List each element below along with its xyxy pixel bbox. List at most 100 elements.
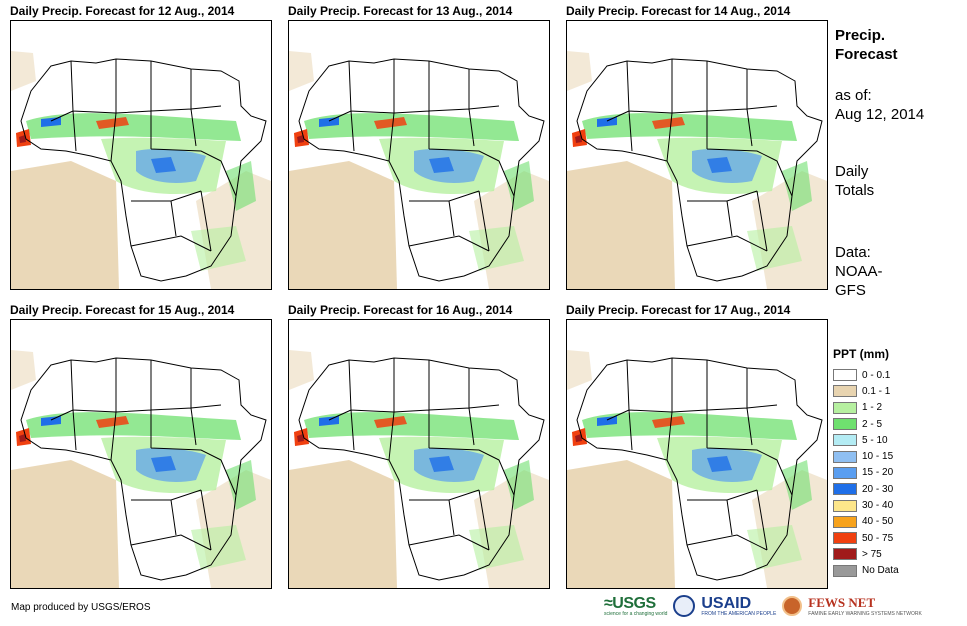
usaid-tagline: FROM THE AMERICAN PEOPLE: [701, 611, 777, 617]
legend-swatch: [833, 483, 857, 496]
usaid-logo-text: USAID: [701, 595, 752, 612]
map-svg: [567, 350, 827, 588]
legend-swatch: [833, 385, 857, 398]
land-rain-areas: [582, 113, 812, 271]
heavy-rain-cells: [572, 416, 685, 446]
legend-label: > 75: [862, 548, 882, 560]
asof-label: as of:: [835, 87, 872, 104]
logo-strip: ≈USGS science for a changing world USAID…: [604, 595, 922, 617]
legend-label: 1 - 2: [862, 402, 883, 414]
map-credit: Map produced by USGS/EROS: [11, 602, 151, 613]
legend-label: 40 - 50: [862, 516, 894, 528]
usgs-tagline: science for a changing world: [604, 611, 668, 617]
legend-swatch: [833, 450, 857, 463]
map-svg: [11, 51, 271, 289]
legend-item: 50 - 75: [833, 530, 899, 546]
totals-line-2: Totals: [835, 182, 875, 199]
precip-map: [566, 20, 828, 290]
usgs-logo-text: ≈USGS: [604, 595, 656, 612]
legend-item: > 75: [833, 546, 899, 562]
land-rain-areas: [582, 412, 812, 570]
usaid-logo: USAID FROM THE AMERICAN PEOPLE: [701, 595, 776, 617]
legend-label: 2 - 5: [862, 418, 883, 430]
legend-label: 30 - 40: [862, 500, 894, 512]
ppt-legend: PPT (mm) 0 - 0.1 0.1 - 1 1 - 2 2 - 5 5 - 10 1…: [833, 347, 899, 579]
legend-item: 30 - 40: [833, 497, 899, 513]
legend-swatch: [833, 548, 857, 561]
usgs-logo: ≈USGS science for a changing world: [604, 595, 667, 617]
map-svg: [289, 51, 549, 289]
panel-title: Daily Precip. Forecast for 14 Aug., 2014: [566, 4, 791, 18]
legend-item: 2 - 5: [833, 416, 899, 432]
data-line-3: GFS: [835, 282, 866, 299]
legend-label: 0.1 - 1: [862, 385, 891, 397]
map-svg: [289, 350, 549, 588]
legend-swatch: [833, 499, 857, 512]
legend-item: 15 - 20: [833, 465, 899, 481]
legend-item: No Data: [833, 563, 899, 579]
legend-rows: 0 - 0.1 0.1 - 1 1 - 2 2 - 5 5 - 10 10 - 15 15 …: [833, 367, 899, 579]
legend-item: 5 - 10: [833, 432, 899, 448]
legend-swatch: [833, 434, 857, 447]
legend-label: 15 - 20: [862, 467, 894, 479]
legend-swatch: [833, 532, 857, 545]
data-line-2: NOAA-: [835, 263, 883, 280]
usaid-seal-icon: [673, 595, 696, 617]
legend-label: 0 - 0.1: [862, 369, 891, 381]
precip-map: [10, 20, 272, 290]
legend-label: No Data: [862, 565, 899, 577]
data-line-1: Data:: [835, 244, 871, 261]
land-rain-areas: [304, 113, 534, 271]
legend-swatch: [833, 418, 857, 431]
title-line-2: Forecast: [835, 46, 898, 63]
panel-title: Daily Precip. Forecast for 17 Aug., 2014: [566, 303, 791, 317]
heavy-rain-cells: [16, 117, 129, 147]
legend-swatch: [833, 369, 857, 382]
country-borders: [20, 357, 267, 581]
legend-item: 0.1 - 1: [833, 383, 899, 399]
totals-block: Daily Totals: [835, 162, 874, 200]
country-borders: [20, 58, 267, 282]
precip-map: [288, 319, 550, 589]
country-borders: [298, 357, 545, 581]
legend-item: 20 - 30: [833, 481, 899, 497]
fews-globe-icon: [782, 596, 803, 616]
asof-date: Aug 12, 2014: [835, 106, 925, 123]
heavy-rain-cells: [294, 416, 407, 446]
heavy-rain-cells: [16, 416, 129, 446]
legend-label: 20 - 30: [862, 483, 894, 495]
map-svg: [11, 350, 271, 588]
data-source-block: Data: NOAA- GFS: [835, 243, 883, 300]
panel-title: Daily Precip. Forecast for 12 Aug., 2014: [10, 4, 235, 18]
totals-line-1: Daily: [835, 163, 869, 180]
panel-title: Daily Precip. Forecast for 15 Aug., 2014: [10, 303, 235, 317]
sidebar-title: Precip. Forecast: [835, 26, 898, 64]
land-rain-areas: [26, 412, 256, 570]
legend-label: 5 - 10: [862, 434, 888, 446]
legend-item: 1 - 2: [833, 400, 899, 416]
fews-logo: FEWS NET FAMINE EARLY WARNING SYSTEMS NE…: [808, 595, 922, 617]
map-svg: [567, 51, 827, 289]
fews-logo-text: FEWS NET: [808, 595, 876, 610]
legend-item: 10 - 15: [833, 448, 899, 464]
legend-label: 50 - 75: [862, 532, 894, 544]
fews-tagline: FAMINE EARLY WARNING SYSTEMS NETWORK: [808, 611, 922, 617]
heavy-rain-cells: [294, 117, 407, 147]
legend-title: PPT (mm): [833, 347, 890, 361]
legend-swatch: [833, 564, 857, 577]
country-borders: [576, 357, 823, 581]
panel-title: Daily Precip. Forecast for 16 Aug., 2014: [288, 303, 513, 317]
land-rain-areas: [26, 113, 256, 271]
legend-swatch: [833, 401, 857, 414]
legend-swatch: [833, 515, 857, 528]
legend-item: 0 - 0.1: [833, 367, 899, 383]
legend-label: 10 - 15: [862, 451, 894, 463]
country-borders: [576, 58, 823, 282]
country-borders: [298, 58, 545, 282]
precip-map: [288, 20, 550, 290]
legend-item: 40 - 50: [833, 514, 899, 530]
precip-map: [10, 319, 272, 589]
heavy-rain-cells: [572, 117, 685, 147]
panel-title: Daily Precip. Forecast for 13 Aug., 2014: [288, 4, 513, 18]
precip-map: [566, 319, 828, 589]
